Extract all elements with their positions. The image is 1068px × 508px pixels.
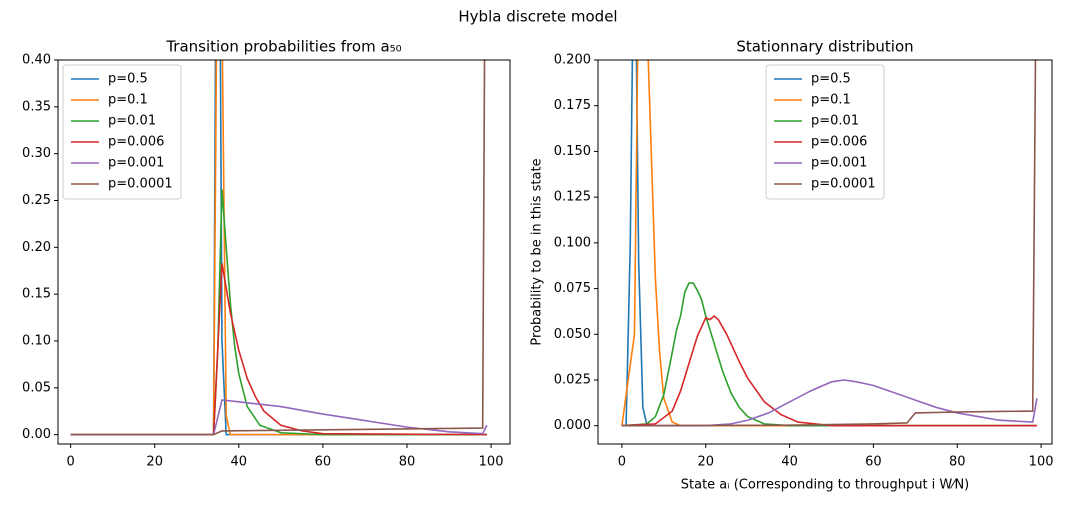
series-line: [70, 60, 486, 436]
series-line: [621, 314, 1037, 427]
x-axis-label: State aᵢ (Corresponding to throughput i …: [681, 478, 970, 493]
x-tick-label: 0: [618, 455, 626, 470]
y-tick-label: 0.15: [22, 287, 51, 302]
legend-box: [765, 64, 885, 200]
series-line: [621, 60, 1037, 427]
legend-box: [62, 64, 182, 200]
x-tick-label: 0: [66, 455, 74, 470]
legend-label: p=0.006: [108, 135, 164, 150]
series-line: [70, 263, 487, 436]
plot-area: [70, 60, 488, 436]
y-tick-label: 0.100: [554, 235, 591, 250]
legend-label: p=0.1: [108, 93, 148, 108]
series-line: [621, 379, 1038, 427]
legend-label: p=0.0001: [108, 177, 173, 192]
y-axis-label: Probability to be in this state: [530, 158, 545, 345]
legend-label: p=0.001: [108, 156, 164, 171]
axes-title: Transition probabilities from a₅₀: [165, 38, 401, 56]
x-tick-label: 80: [949, 455, 966, 470]
figure-title: Hybla discrete model: [458, 8, 617, 26]
y-tick-label: 0.025: [554, 373, 591, 388]
y-tick-label: 0.050: [554, 327, 591, 342]
y-tick-label: 0.075: [554, 281, 591, 296]
axes-title: Stationnary distribution: [736, 38, 913, 56]
legend-label: p=0.0001: [811, 177, 876, 192]
legend-label: p=0.006: [811, 135, 867, 150]
y-tick-label: 0.40: [22, 53, 51, 68]
y-tick-label: 0.150: [554, 144, 591, 159]
legend-label: p=0.1: [811, 93, 851, 108]
y-tick-label: 0.175: [554, 98, 591, 113]
axes-frame: [57, 59, 511, 445]
series-line: [621, 60, 1037, 427]
legend-label: p=0.001: [811, 156, 867, 171]
x-tick-label: 40: [231, 455, 248, 470]
legend-label: p=0.01: [811, 114, 859, 129]
y-tick-label: 0.25: [22, 193, 51, 208]
series-line: [70, 399, 488, 436]
axes-frame: [597, 59, 1053, 445]
x-tick-label: 60: [865, 455, 882, 470]
y-tick-label: 0.30: [22, 146, 51, 161]
x-tick-label: 20: [146, 455, 163, 470]
series-line: [70, 189, 487, 436]
x-tick-label: 100: [1029, 455, 1054, 470]
y-tick-label: 0.125: [554, 190, 591, 205]
legend-label: p=0.5: [811, 72, 851, 87]
y-tick-label: 0.000: [554, 418, 591, 433]
y-tick-label: 0.10: [22, 333, 51, 348]
y-tick-label: 0.200: [554, 53, 591, 68]
legend-label: p=0.01: [108, 114, 156, 129]
x-tick-label: 20: [697, 455, 714, 470]
x-tick-label: 80: [399, 455, 416, 470]
series-line: [621, 282, 1037, 427]
plot-area: [621, 60, 1038, 427]
y-tick-label: 0.35: [22, 99, 51, 114]
x-tick-label: 100: [479, 455, 504, 470]
y-tick-label: 0.00: [22, 427, 51, 442]
y-tick-label: 0.20: [22, 240, 51, 255]
legend-label: p=0.5: [108, 72, 148, 87]
x-tick-label: 40: [781, 455, 798, 470]
series-line: [621, 60, 1037, 427]
x-tick-label: 60: [315, 455, 332, 470]
y-tick-label: 0.05: [22, 380, 51, 395]
